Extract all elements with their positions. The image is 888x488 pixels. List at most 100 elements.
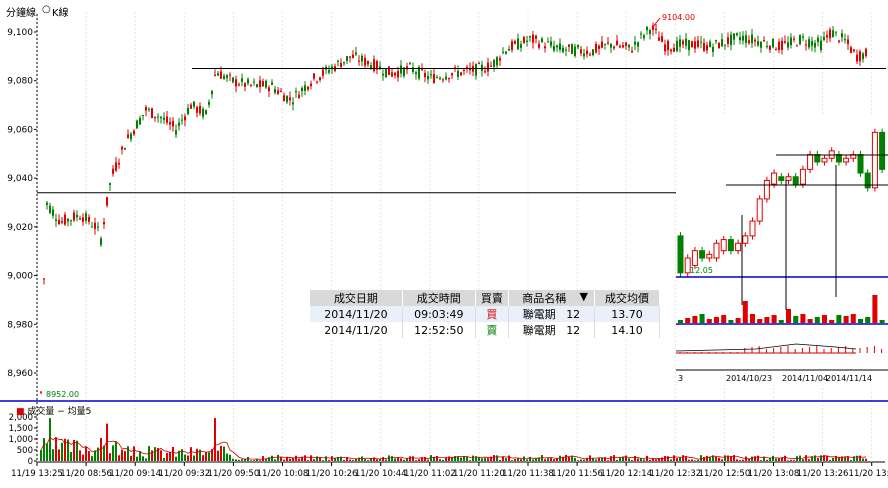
candle-body (427, 76, 429, 80)
candle-body (343, 61, 345, 64)
volume-bar (679, 457, 681, 461)
volume-bar (352, 460, 354, 461)
candle-body (370, 65, 372, 69)
volume-bar (484, 458, 486, 461)
candle-body (718, 42, 720, 49)
col-side[interactable]: 買賣 (475, 290, 509, 306)
candle-body (331, 66, 333, 69)
candle-body (637, 42, 639, 47)
vol-y-tick-label: 1,000 (9, 435, 33, 445)
volume-bar (400, 458, 402, 461)
volume-bar (475, 456, 477, 461)
volume-bar (757, 455, 759, 461)
volume-bar (154, 447, 156, 461)
inset-candle-body (742, 235, 749, 244)
volume-bar (292, 457, 294, 461)
volume-bar (298, 458, 300, 461)
volume-bar (40, 450, 42, 461)
radio-icon[interactable]: ○ (42, 4, 51, 15)
x-tick-label: 11/20 13:4 (849, 469, 888, 479)
volume-bar (775, 458, 777, 461)
candle-body (58, 220, 60, 225)
candle-body (829, 29, 831, 39)
volume-bar (541, 455, 543, 461)
volume-bar (631, 460, 633, 461)
volume-bar (64, 438, 66, 461)
candle-body (610, 43, 612, 48)
candle-body (859, 51, 861, 62)
candle-body (409, 63, 411, 65)
volume-bar (358, 457, 360, 461)
candle-body (136, 120, 138, 129)
volume-bar (670, 459, 672, 461)
candle-body (418, 66, 420, 79)
volume-bar (700, 455, 702, 461)
volume-bar (598, 458, 600, 461)
sort-down-icon[interactable]: ▼ (579, 290, 588, 303)
volume-bar (433, 457, 435, 461)
candle-body (445, 76, 447, 80)
candle-body (622, 45, 624, 48)
candle-body (388, 66, 390, 75)
inset-candle-body (857, 154, 864, 174)
inset-volume-bar (757, 319, 763, 323)
volume-bar (328, 460, 330, 461)
inset-volume-bar (678, 320, 683, 323)
candle-body (415, 72, 417, 75)
volume-bar (535, 458, 537, 461)
volume-bar (514, 459, 516, 461)
inset-x-label: 2014/11/04 (782, 374, 828, 383)
candle-body (94, 222, 96, 229)
col-date[interactable]: 成交日期 (310, 290, 403, 306)
volume-bar (712, 455, 714, 461)
candle-body (97, 226, 99, 228)
col-name[interactable]: 商品名稱 ▼ (508, 290, 595, 306)
y-tick-label: 8,980 (7, 320, 33, 330)
inset-volume-bar (836, 315, 842, 323)
volume-bar (382, 457, 384, 461)
volume-bar (283, 459, 285, 461)
volume-bar (337, 456, 339, 461)
volume-bar (115, 441, 117, 461)
volume-bar (67, 439, 69, 461)
volume-bar (844, 456, 846, 461)
volume-bar (715, 456, 717, 461)
high-pointer (651, 17, 661, 29)
candle-body (763, 39, 765, 42)
volume-bar (265, 458, 267, 461)
inset-candle-body (706, 253, 713, 259)
col-price[interactable]: 成交均價 (594, 290, 661, 306)
candle-body (424, 72, 426, 78)
inset-candle-body (677, 235, 684, 274)
inset-candle-body (864, 172, 871, 189)
volume-bar (586, 457, 588, 461)
volume-bar (496, 455, 498, 461)
col-time[interactable]: 成交時間 (402, 290, 476, 306)
candle-body (661, 36, 663, 42)
volume-bar (457, 456, 459, 461)
x-tick-label: 11/20 11:56 (551, 469, 603, 479)
candle-body (319, 77, 321, 80)
volume-bar (451, 456, 453, 461)
k-line-tab[interactable]: K線 (52, 8, 69, 19)
candle-body (358, 60, 360, 62)
candle-body (442, 79, 444, 81)
volume-bar (238, 459, 240, 461)
volume-bar (58, 449, 60, 461)
minute-line-tab[interactable]: 分鐘線 (6, 8, 36, 19)
volume-bar (511, 460, 513, 461)
candle-body (385, 69, 387, 77)
volume-bar (739, 460, 741, 461)
volume-bar (181, 449, 183, 461)
volume-bar (625, 455, 627, 461)
candle-body (505, 51, 507, 54)
table-row[interactable]: 2014/11/20 09:03:49 買 聯電期 12 13.70 (310, 306, 661, 322)
candle-body (502, 51, 504, 53)
inset-candle-body (735, 242, 742, 252)
table-row[interactable]: 2014/11/20 12:52:50 賣 聯電期 12 14.10 (310, 322, 661, 338)
inset-volume-bar (685, 318, 691, 323)
candle-body (142, 114, 144, 116)
volume-bar (271, 455, 273, 461)
volume-bar (229, 454, 231, 461)
candle-body (643, 35, 645, 39)
